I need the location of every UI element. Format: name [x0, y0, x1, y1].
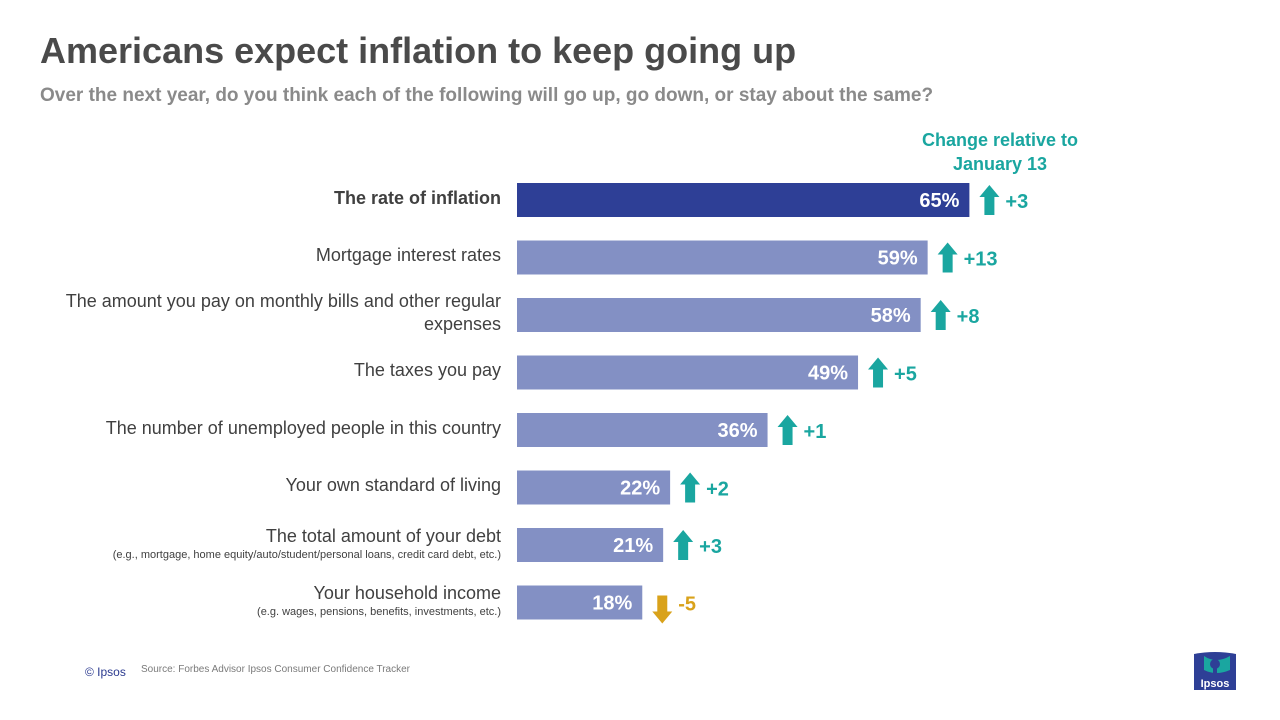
category-label-text: The rate of inflation — [333, 187, 501, 208]
category-label-note: (e.g. wages, pensions, benefits, investm… — [257, 606, 501, 618]
change-label-4: +1 — [804, 421, 827, 443]
up-arrow-icon-1 — [937, 242, 958, 273]
bar-value-label-7: 18% — [592, 593, 632, 615]
chart-title: Americans expect inflation to keep going… — [40, 30, 797, 71]
bar-value-label-0: 65% — [919, 190, 959, 212]
bar-1 — [517, 240, 928, 275]
change-label-1: +13 — [964, 249, 998, 271]
change-label-3: +5 — [894, 364, 917, 386]
logo-text: Ipsos — [1201, 678, 1230, 690]
category-label-note: (e.g., mortgage, home equity/auto/studen… — [112, 548, 501, 561]
category-label-text: The amount you pay on monthly bills and … — [65, 291, 501, 334]
change-label-2: +8 — [957, 306, 980, 328]
change-label-7: -5 — [678, 594, 696, 616]
ipsos-logo-icon: Ipsos — [1194, 652, 1236, 690]
change-label-0: +3 — [1005, 191, 1028, 213]
category-label-4: The number of unemployed people in this … — [106, 417, 501, 440]
category-label-0: The rate of inflation — [334, 187, 501, 210]
bar-0 — [517, 183, 970, 217]
category-label-text: Mortgage interest rates — [315, 245, 501, 265]
category-label-text: Your household income — [313, 583, 501, 603]
category-label-2: The amount you pay on monthly bills and … — [41, 290, 501, 336]
bar-value-label-1: 59% — [878, 248, 918, 270]
category-label-6: The total amount of your debt (e.g., mort… — [113, 525, 501, 562]
bar-value-label-2: 58% — [871, 305, 911, 327]
up-arrow-icon-5 — [680, 472, 701, 503]
category-label-text: The taxes you pay — [353, 360, 501, 380]
bar-value-label-6: 21% — [613, 535, 653, 557]
bar-5 — [517, 470, 671, 505]
up-arrow-icon-0 — [979, 185, 1000, 215]
up-arrow-icon-3 — [868, 357, 889, 388]
change-column-header: Change relative to January 13 — [921, 130, 1079, 174]
category-label-1: Mortgage interest rates — [316, 244, 501, 267]
copyright-text: © Ipsos — [85, 665, 126, 679]
chart-subtitle: Over the next year, do you think each of… — [40, 85, 934, 106]
bar-value-label-4: 36% — [718, 420, 758, 442]
category-label-text: The total amount of your debt — [265, 525, 501, 546]
category-label-7: Your household income (e.g. wages, pensio… — [257, 582, 501, 619]
bar-6 — [517, 528, 664, 562]
bar-value-label-5: 22% — [620, 478, 660, 500]
down-arrow-icon-7 — [652, 595, 673, 624]
bar-value-label-3: 49% — [808, 363, 848, 385]
up-arrow-icon-6 — [673, 530, 694, 560]
up-arrow-icon-2 — [930, 300, 951, 330]
category-label-text: Your own standard of living — [285, 475, 501, 495]
bar-4 — [517, 413, 768, 447]
category-label-5: Your own standard of living — [286, 474, 501, 497]
bar-7 — [517, 585, 643, 620]
up-arrow-icon-4 — [777, 415, 798, 445]
change-label-5: +2 — [706, 479, 729, 501]
bar-3 — [517, 355, 859, 390]
category-label-text: The number of unemployed people in this … — [105, 417, 501, 438]
category-label-3: The taxes you pay — [354, 359, 501, 382]
source-note: Source: Forbes Advisor Ipsos Consumer Co… — [141, 664, 411, 675]
change-label-6: +3 — [699, 536, 722, 558]
bar-2 — [517, 298, 921, 332]
